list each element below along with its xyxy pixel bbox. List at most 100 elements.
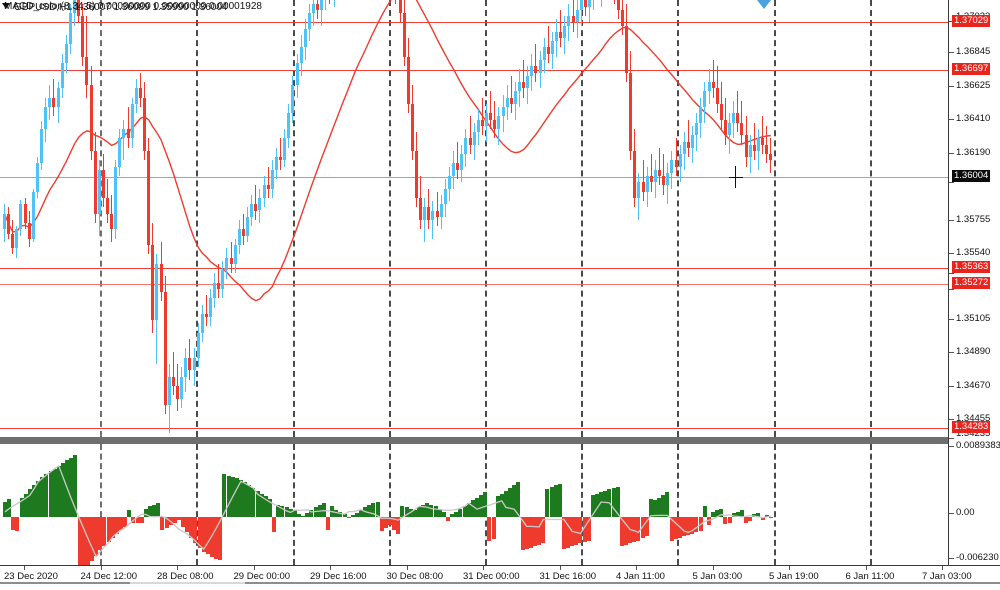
time-axis-tick [101,566,102,570]
scroll-thumb[interactable] [130,582,245,590]
level-label-red[interactable]: 1.37029 [952,15,990,27]
candle-body [114,167,117,230]
candle-body [473,132,476,145]
candle-body [559,32,562,38]
candle-body [176,386,179,399]
candle-body [201,314,204,333]
candle-body [291,85,294,113]
time-axis-label: 31 Dec 16:00 [540,571,597,582]
time-axis-tick [330,566,331,570]
axis-price-label: 1.36190 [956,148,990,158]
candle-body [217,283,220,289]
candle-body [555,32,558,41]
macd-axis-mid: 0.00 [956,508,975,518]
candle-wick [128,107,129,148]
time-axis-label: 29 Dec 00:00 [234,571,291,582]
candle-body [143,98,146,151]
macd-label: MACD_color(8,34,5) 0.00000000 0.00000000… [4,1,262,12]
candle-wick [663,154,664,195]
candle-body [168,377,171,405]
candle-body [308,13,311,29]
candle-body [118,138,121,166]
axis-tick [949,446,954,447]
time-axis-label: 5 Jan 19:00 [769,571,819,582]
pane-divider[interactable] [0,437,948,444]
time-axis-label: 30 Dec 08:00 [387,571,444,582]
candle-wick [560,10,561,48]
candle-wick [218,264,219,298]
axis-tick [949,513,954,514]
candle-body [81,16,84,57]
candle-body [258,198,261,211]
candle-body [431,211,434,220]
candle-body [510,98,513,104]
candle-body [238,229,241,245]
scroll-segment-right[interactable] [245,582,1000,590]
level-label-red[interactable]: 1.35363 [952,261,990,273]
price-chart-pane[interactable] [0,0,948,437]
time-axis-label: 23 Dec 2020 [4,571,58,582]
candle-body [662,176,665,185]
time-axis-label: 6 Jan 11:00 [846,571,895,582]
level-label-red[interactable]: 1.36697 [952,63,990,75]
candle-body [242,229,245,235]
level-label-red[interactable]: 1.35272 [952,277,990,289]
axis-price-label: 1.36625 [956,81,990,91]
current-price-label[interactable]: 1.36004 [952,170,990,182]
candle-body [477,120,480,133]
candle-body [155,264,158,320]
candle-body [489,113,492,119]
candle-body [427,207,430,220]
candle-wick [482,98,483,136]
candle-wick [614,0,615,4]
candle-body [588,0,591,7]
candle-body [94,151,97,214]
candle-body [90,85,93,151]
candle-body [720,104,723,120]
candle-wick [424,198,425,242]
level-label-red[interactable]: 1.34283 [952,421,990,433]
collapse-triangle-icon[interactable] [2,3,10,9]
time-axis-label: 4 Jan 11:00 [616,571,665,582]
candle-wick [659,148,660,186]
candle-wick [511,76,512,114]
candle-wick [334,0,335,7]
macd-indicator-pane[interactable] [0,444,948,565]
candle-body [188,358,191,371]
candle-body [675,160,678,166]
candle-wick [432,201,433,239]
candle-body [469,138,472,144]
candle-body [316,4,319,10]
candle-body [460,154,463,170]
candle-wick [535,44,536,82]
candle-body [184,358,187,377]
candle-body [629,73,632,151]
bottom-scroll-strip[interactable] [0,582,1000,588]
candle-body [485,113,488,126]
scroll-segment-left[interactable] [0,582,130,590]
axis-tick [949,386,954,387]
candle-body [254,204,257,210]
candle-body [52,98,55,107]
candle-body [444,189,447,205]
candle-wick [325,0,326,10]
axis-price-label: 1.35105 [956,314,990,324]
axis-price-label: 1.35540 [956,248,990,258]
candle-body [209,298,212,317]
axis-tick [949,319,954,320]
axis-tick [949,419,954,420]
macd-signal-path [5,466,771,557]
candle-body [419,198,422,220]
candle-body [250,204,253,217]
time-axis-tick [942,566,943,570]
candle-body [572,16,575,22]
candle-wick [601,0,602,7]
axis-tick [949,558,954,559]
axis-tick [949,119,954,120]
axis-tick [949,289,954,290]
candle-body [497,116,500,129]
candle-wick [457,142,458,180]
time-axis-tick [483,566,484,570]
candle-body [197,333,200,358]
